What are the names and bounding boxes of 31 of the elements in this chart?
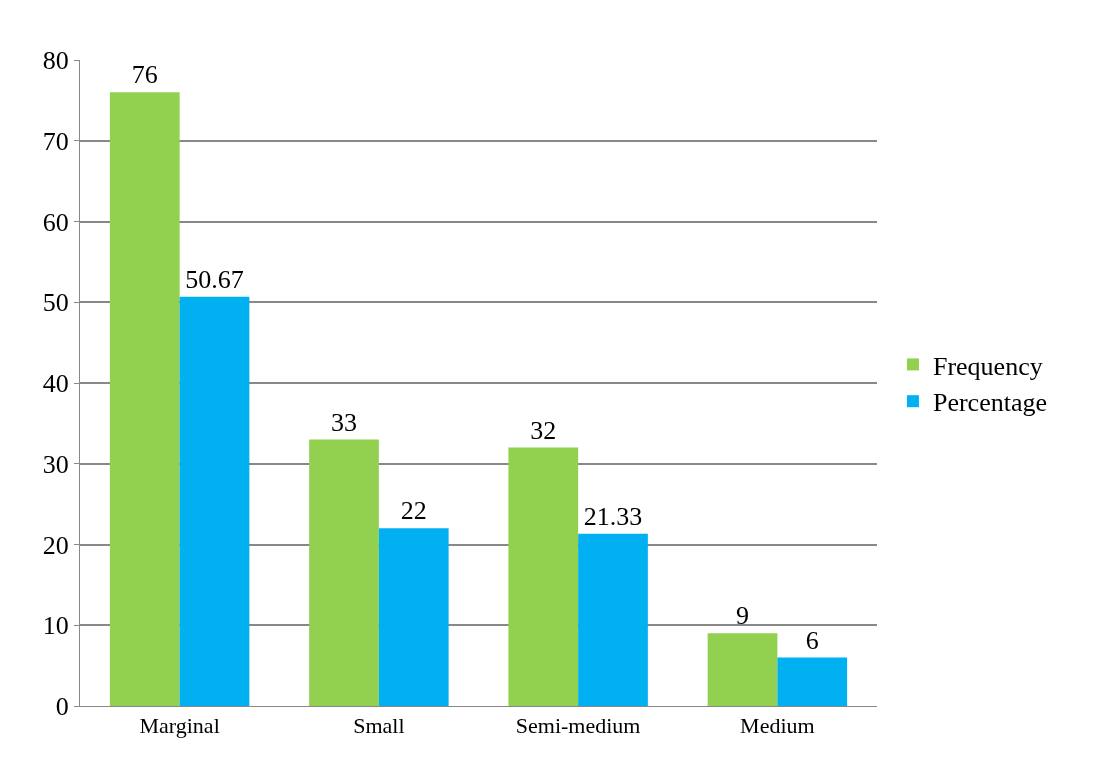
bar: [378, 528, 449, 706]
data-label: 50.67: [185, 264, 244, 294]
x-tick-label: Small: [353, 713, 405, 739]
bar: [179, 296, 250, 706]
bar: [707, 633, 778, 706]
y-tick-label: 10: [42, 611, 69, 641]
bar: [777, 657, 848, 706]
data-label: 22: [400, 496, 427, 526]
y-tick-label: 60: [42, 207, 69, 237]
bar: [508, 447, 579, 706]
data-label: 9: [736, 601, 750, 631]
y-tick-label: 20: [42, 530, 69, 560]
data-label: 21.33: [583, 501, 643, 531]
y-tick-label: 0: [55, 692, 69, 722]
data-label: 32: [530, 415, 557, 445]
x-tick-label: Medium: [740, 713, 815, 739]
legend-label: Frequency: [932, 351, 1043, 381]
y-tick-label: 80: [42, 46, 69, 76]
data-label: 76: [131, 60, 158, 90]
y-tick-label: 50: [42, 288, 69, 318]
data-label: 6: [805, 625, 819, 655]
bar: [578, 533, 648, 706]
bar: [309, 439, 379, 706]
legend-label: Percentage: [932, 388, 1047, 418]
x-tick-label: Marginal: [139, 713, 220, 739]
y-tick-label: 40: [42, 369, 69, 399]
x-tick-label: Semi-medium: [515, 713, 641, 739]
y-tick-label: 30: [42, 449, 69, 479]
y-tick-label: 70: [42, 126, 69, 156]
data-label: 33: [331, 407, 358, 437]
bar: [109, 92, 180, 706]
